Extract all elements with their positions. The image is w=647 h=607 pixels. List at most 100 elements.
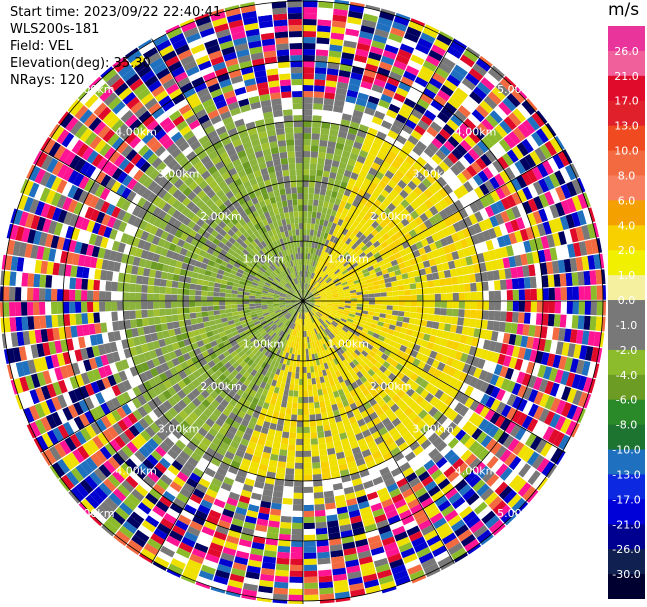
range-gate [303,55,315,62]
range-gate [309,360,314,367]
range-gate [218,558,234,568]
range-gate [326,305,333,309]
range-gate [424,373,433,383]
range-gate [338,518,351,527]
range-gate [395,422,405,432]
range-gate [189,312,197,319]
range-gate [371,450,382,460]
range-gate [232,480,244,490]
range-gate [281,437,289,445]
range-gate [552,431,565,447]
range-gate [251,354,258,362]
range-gate [488,362,498,374]
range-gate [490,459,504,473]
range-gate [303,420,310,427]
range-gate [186,441,198,452]
range-gate [193,407,203,417]
range-gate [337,426,346,435]
range-gate [319,593,335,601]
range-gate [286,359,291,366]
range-gate [305,324,308,331]
range-gate [504,470,518,485]
range-gate [293,342,297,349]
range-gate [167,386,177,397]
range-gate [434,379,444,389]
range-gate [290,335,294,342]
range-gate [440,338,448,347]
range-gate [294,468,303,475]
range-gate [225,301,232,306]
range-gate [75,278,83,290]
range-gate [514,427,527,441]
range-gate [231,518,244,528]
range-gate [160,517,174,530]
range-gate [420,439,432,450]
range-gate [439,392,449,403]
range-gate [75,464,89,479]
range-gate [63,301,70,314]
range-gate [448,453,460,466]
range-gate [142,458,155,471]
range-gate [484,491,499,506]
range-gate [291,522,303,529]
range-gate [443,374,453,385]
range-gate [283,486,294,493]
range-gate [428,432,439,444]
range-gate [228,579,244,589]
range-gate [322,350,328,357]
range-gate [279,369,285,377]
range-gate [162,490,176,503]
range-gate [450,425,462,437]
range-gate [390,467,402,478]
range-gate [129,274,137,284]
range-gate [384,318,392,324]
range-gate [324,496,335,504]
range-gate [511,497,526,513]
range-gate [313,305,320,310]
range-gate [276,321,282,327]
range-gate [219,461,230,471]
range-gate [237,500,249,510]
range-gate [327,526,340,534]
range-gate [329,538,342,546]
range-gate [33,273,41,288]
range-gate [378,574,394,585]
range-gate [247,441,257,450]
range-gate [115,530,131,544]
range-gate [187,373,197,383]
range-gate [316,545,330,553]
range-gate [141,301,148,310]
range-gate [218,427,228,437]
range-gate [135,310,142,319]
range-gate [186,498,200,510]
range-gate [367,534,381,545]
range-gate [502,434,515,449]
range-gate [577,315,585,330]
range-gate [330,555,345,564]
range-gate [9,302,16,317]
range-gate [271,332,277,339]
range-gate [123,282,130,292]
range-gate [272,317,279,323]
range-gate [450,519,466,532]
range-gate [375,421,385,431]
range-gate [123,497,137,511]
range-gate [337,308,345,312]
range-gate [383,503,396,514]
range-gate [480,349,489,360]
range-gate [182,395,192,406]
range-gate [464,309,471,318]
range-gate [283,206,289,213]
range-gate [434,301,441,308]
range-gate [243,304,250,308]
range-gate [382,394,392,404]
range-gate [316,539,329,547]
range-gate [337,457,347,466]
range-gate [499,467,513,481]
range-gate [269,330,275,337]
range-gate [435,522,451,535]
range-gate [217,519,231,530]
range-gate [84,475,98,490]
range-gate [444,449,456,461]
range-gate [578,301,585,315]
